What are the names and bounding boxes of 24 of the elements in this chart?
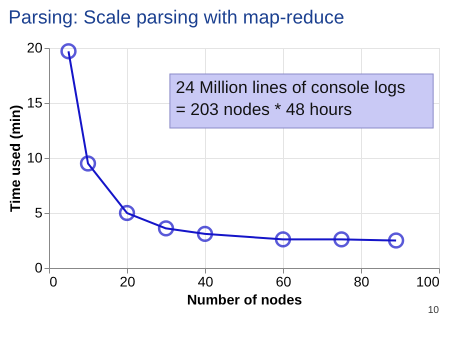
x-tick-label: 100 [416, 274, 440, 290]
point [158, 220, 174, 237]
point [333, 231, 350, 248]
point [388, 232, 404, 249]
y-axis-title: Time used (min) [6, 104, 23, 212]
chart-title: Parsing: Scale parsing with map-reduce [8, 7, 344, 28]
y-tick-label: 0 [34, 260, 43, 276]
x-tick-label: 0 [50, 274, 58, 290]
y-tick-label: 20 [26, 40, 43, 56]
y-tick-label: 15 [26, 94, 43, 110]
point [80, 155, 96, 172]
x-tick-label: 20 [120, 274, 136, 290]
x-tick-label: 80 [354, 274, 370, 290]
x-tick-label: 40 [198, 274, 214, 290]
y-tick-label: 5 [34, 204, 43, 220]
point [274, 231, 292, 248]
point [118, 204, 136, 222]
point [60, 43, 77, 60]
annotation: 24 Million lines of console logs = 203 nodes * 48 hours [176, 78, 406, 119]
x-axis-title: Number of nodes [186, 292, 302, 308]
y-tick-label: 10 [26, 150, 43, 166]
text: 10 [428, 305, 440, 316]
x-tick-label: 60 [276, 274, 292, 290]
point [196, 226, 214, 242]
